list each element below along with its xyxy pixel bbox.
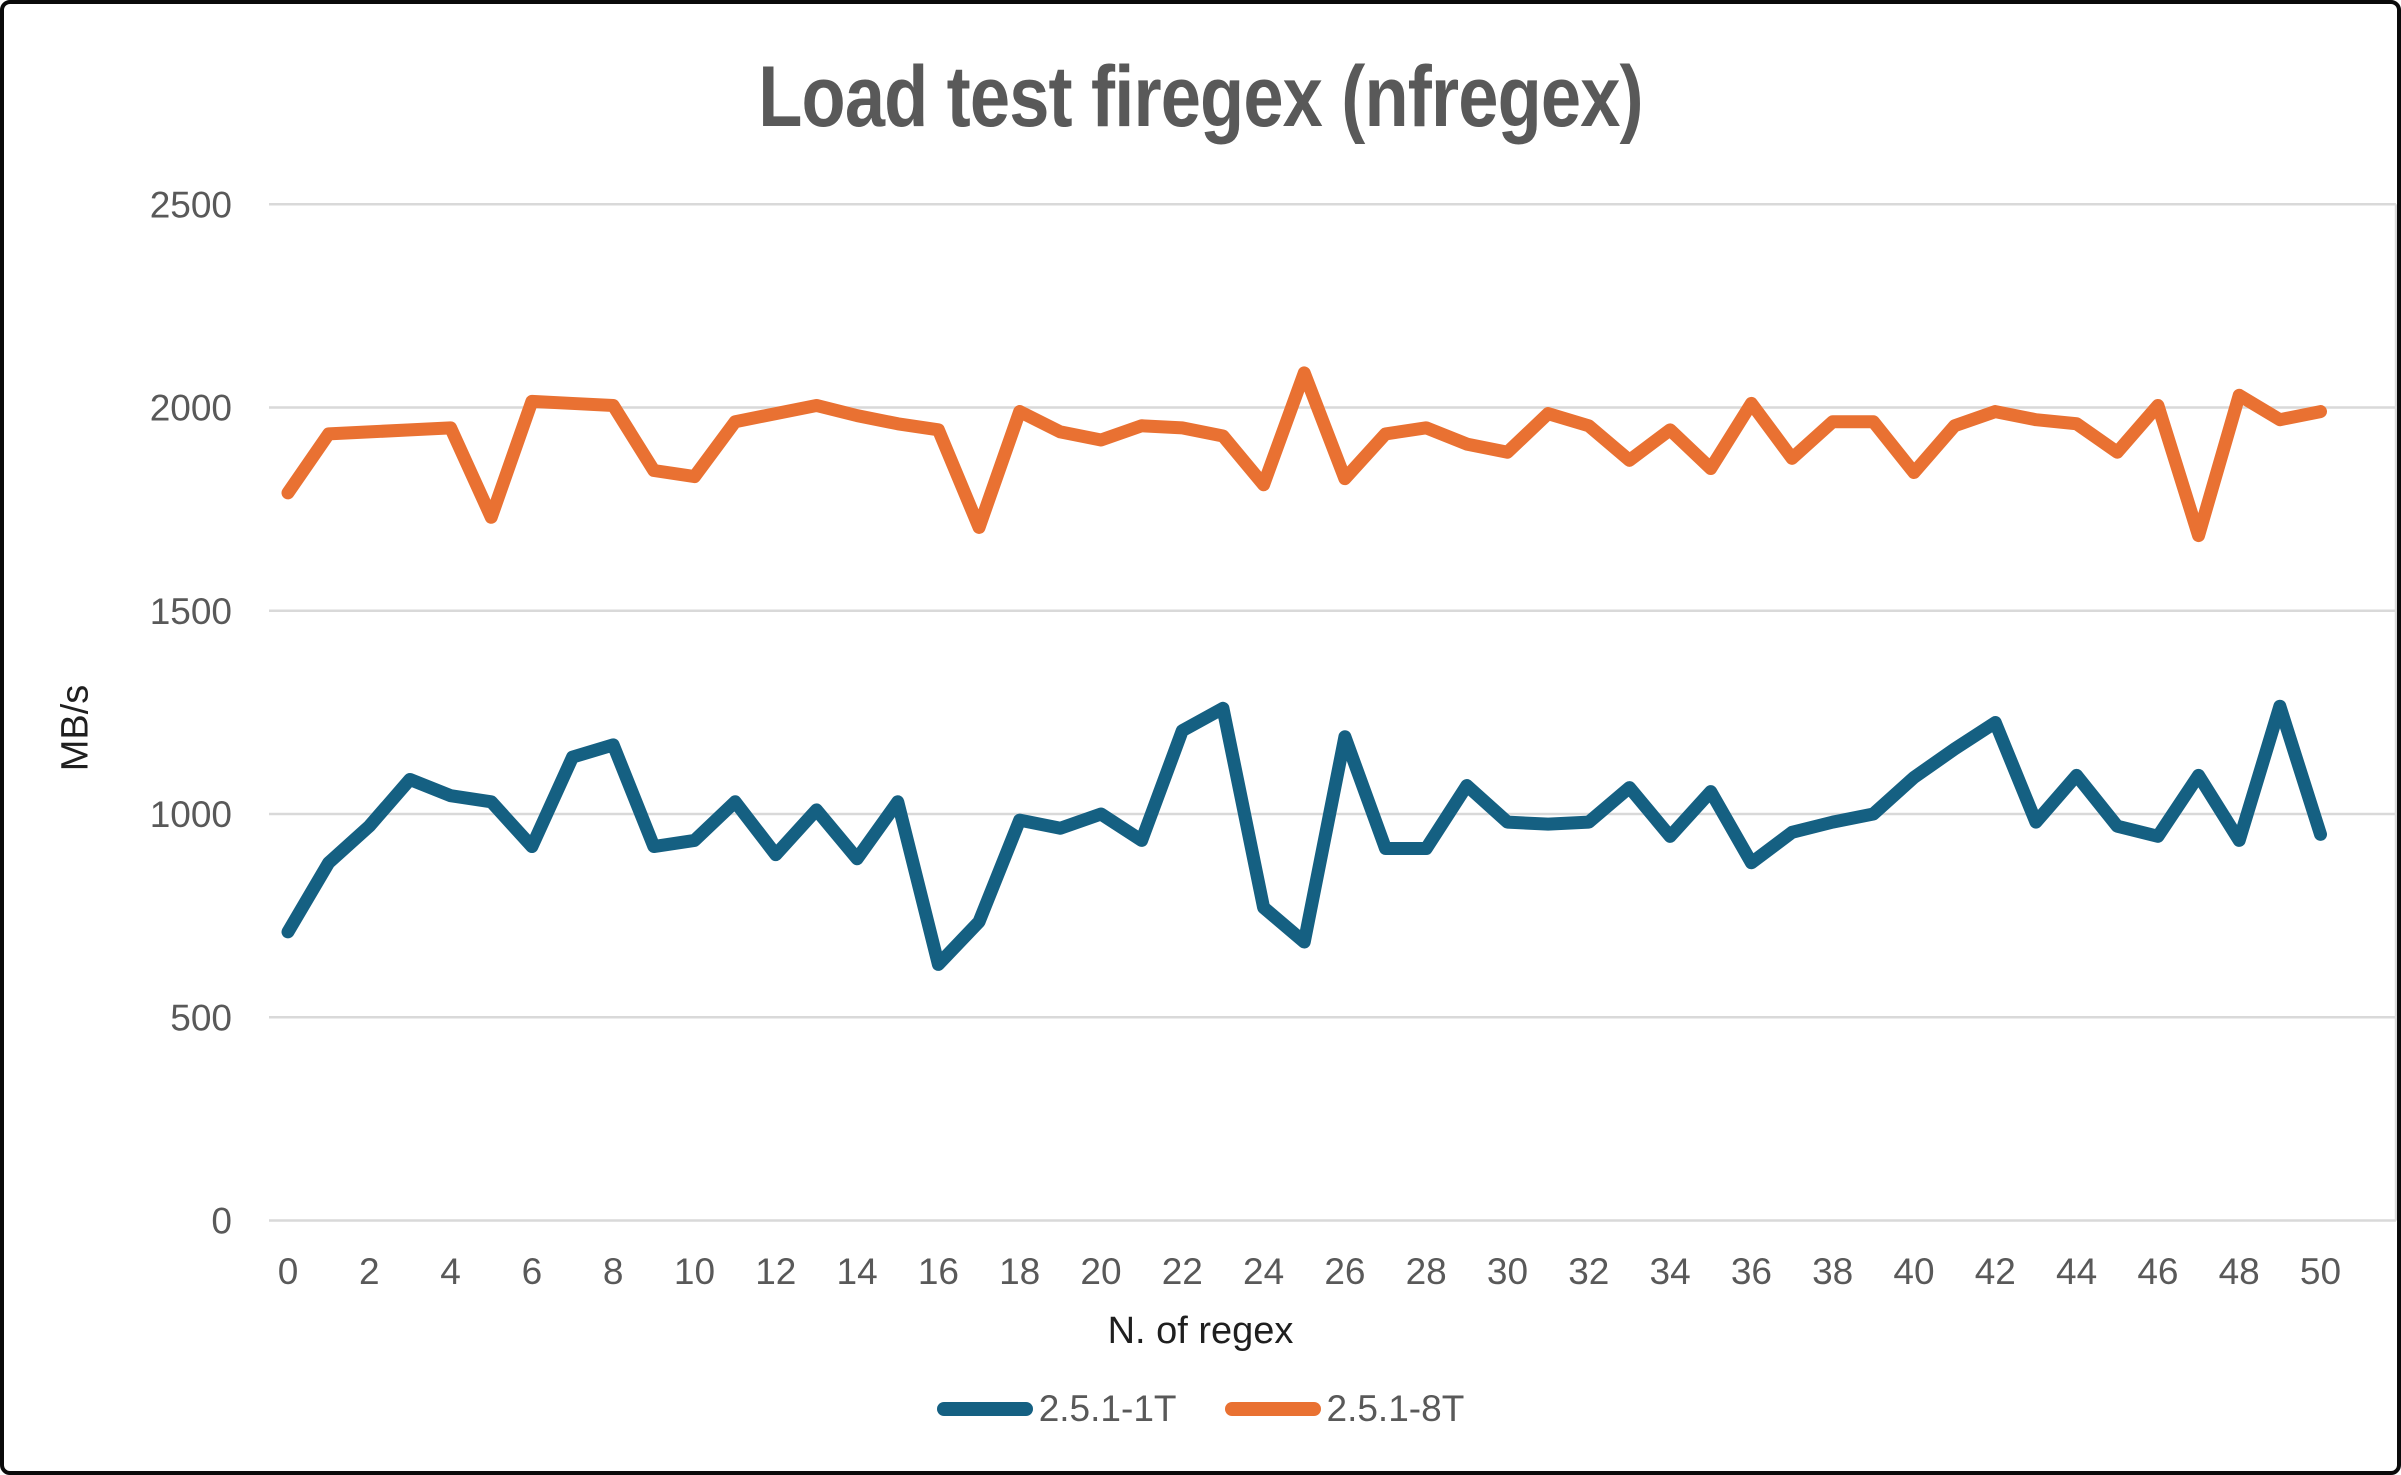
x-tick-label: 20 xyxy=(1080,1251,1121,1292)
x-tick-label: 22 xyxy=(1162,1251,1203,1292)
x-tick-label: 26 xyxy=(1324,1251,1365,1292)
legend-label-2-5-1-1t: 2.5.1-1T xyxy=(1038,1388,1177,1429)
x-tick-label: 32 xyxy=(1568,1251,1609,1292)
x-tick-label: 48 xyxy=(2219,1251,2260,1292)
legend: 2.5.1-1T 2.5.1-8T xyxy=(4,1388,2397,1430)
y-axis-title: MB/s xyxy=(54,684,97,772)
x-tick-label: 42 xyxy=(1975,1251,2016,1292)
series-line-2.5.1-1T xyxy=(281,699,2327,971)
legend-swatch-2-5-1-8t xyxy=(1224,1402,1321,1416)
x-tick-label: 2 xyxy=(359,1251,380,1292)
x-tick-label: 18 xyxy=(999,1251,1040,1292)
x-tick-label: 8 xyxy=(603,1251,624,1292)
legend-item-2-5-1-8t: 2.5.1-8T xyxy=(1224,1388,1465,1430)
series-line-2.5.1-8T xyxy=(281,366,2327,543)
x-tick-label: 10 xyxy=(674,1251,715,1292)
y-tick-label: 1000 xyxy=(150,794,232,835)
y-tick-label: 2500 xyxy=(150,184,232,225)
x-tick-label: 30 xyxy=(1487,1251,1528,1292)
x-axis-title: N. of regex xyxy=(1107,1310,1294,1352)
y-tick-label: 0 xyxy=(211,1201,232,1242)
legend-item-2-5-1-1t: 2.5.1-1T xyxy=(936,1388,1177,1430)
x-tick-label: 46 xyxy=(2137,1251,2178,1292)
x-tick-label: 50 xyxy=(2300,1251,2341,1292)
x-tick-label: 6 xyxy=(522,1251,543,1292)
legend-label-2-5-1-8t: 2.5.1-8T xyxy=(1326,1388,1465,1429)
x-tick-label: 36 xyxy=(1731,1251,1772,1292)
y-tick-label: 500 xyxy=(170,997,232,1038)
chart-title-text: Load test firegex (nfregex) xyxy=(758,49,1643,145)
x-tick-label: 34 xyxy=(1650,1251,1691,1292)
x-tick-label: 44 xyxy=(2056,1251,2097,1292)
x-tick-label: 24 xyxy=(1243,1251,1284,1292)
x-tick-label: 4 xyxy=(440,1251,461,1292)
legend-swatch-2-5-1-1t xyxy=(936,1402,1033,1416)
x-tick-label: 38 xyxy=(1812,1251,1853,1292)
x-tick-label: 14 xyxy=(837,1251,878,1292)
x-tick-label: 16 xyxy=(918,1251,959,1292)
chart-title: Load test firegex (nfregex) xyxy=(4,48,2397,147)
y-tick-label: 1500 xyxy=(150,591,232,632)
x-tick-label: 12 xyxy=(755,1251,796,1292)
y-tick-label: 2000 xyxy=(150,388,232,429)
x-tick-label: 28 xyxy=(1406,1251,1447,1292)
x-tick-label: 0 xyxy=(278,1251,299,1292)
x-tick-label: 40 xyxy=(1893,1251,1934,1292)
